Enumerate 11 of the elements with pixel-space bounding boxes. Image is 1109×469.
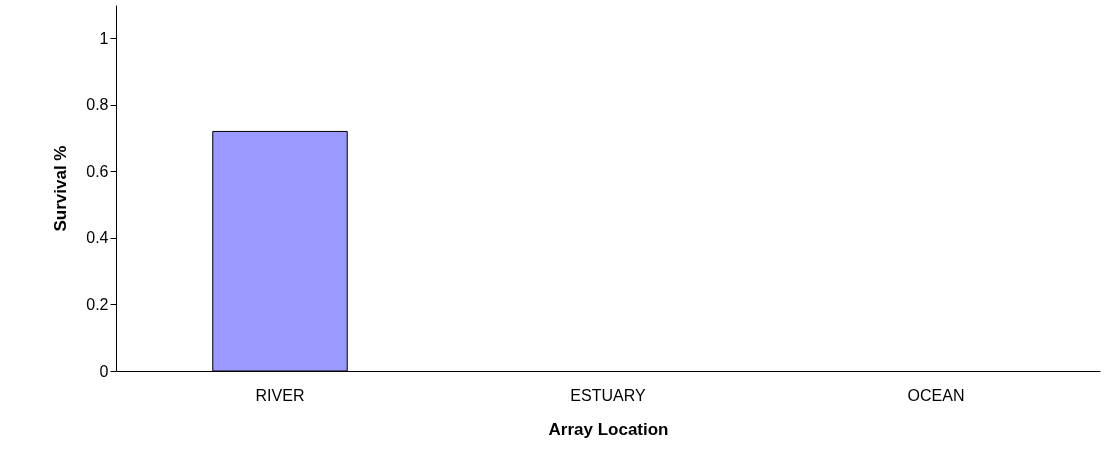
y-tick-label: 1 xyxy=(99,29,109,47)
x-axis-title: Array Location xyxy=(548,419,669,439)
y-tick-label: 0.2 xyxy=(86,295,109,313)
x-tick-label: OCEAN xyxy=(907,386,965,404)
y-tick-label: 0 xyxy=(99,362,109,380)
y-tick-label: 0.8 xyxy=(86,96,109,114)
y-tick-label: 0.4 xyxy=(86,229,109,247)
y-axis-title: Survival % xyxy=(51,145,71,232)
x-tick-label: RIVER xyxy=(255,386,305,404)
y-tick-label: 0.6 xyxy=(86,162,109,180)
x-tick-label: ESTUARY xyxy=(570,386,646,404)
